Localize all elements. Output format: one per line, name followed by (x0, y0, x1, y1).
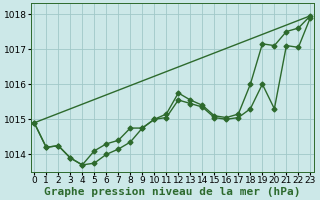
X-axis label: Graphe pression niveau de la mer (hPa): Graphe pression niveau de la mer (hPa) (44, 186, 300, 197)
